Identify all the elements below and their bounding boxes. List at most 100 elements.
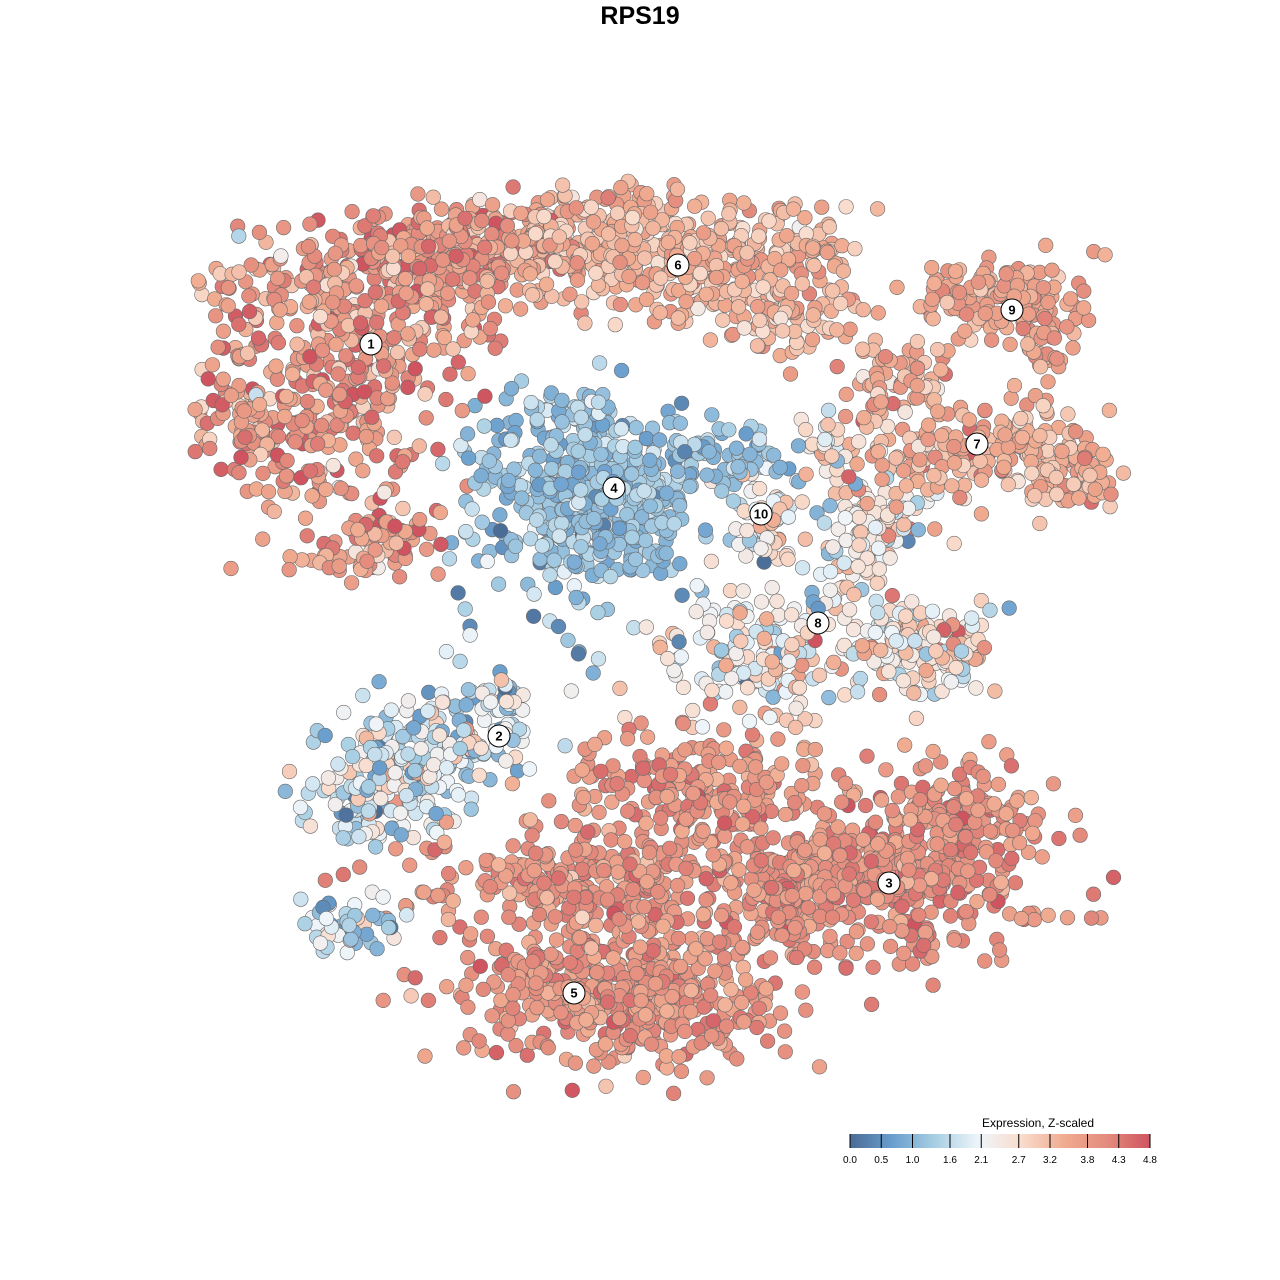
data-point [865, 959, 881, 975]
data-point [1004, 850, 1020, 867]
data-point [948, 660, 964, 676]
data-point [673, 1063, 690, 1079]
data-point [870, 305, 886, 321]
data-point [371, 674, 387, 690]
data-point [833, 794, 850, 810]
data-point [392, 569, 408, 585]
data-point [671, 1049, 687, 1065]
data-point [400, 248, 417, 264]
data-point [911, 877, 928, 893]
data-point [536, 209, 552, 225]
data-point [503, 432, 519, 448]
data-point [572, 929, 588, 946]
data-point [492, 507, 508, 523]
data-point [357, 293, 373, 309]
data-point [738, 426, 754, 442]
data-point [406, 720, 422, 736]
data-point [1003, 758, 1020, 774]
data-point [442, 366, 458, 382]
data-point [578, 1012, 594, 1028]
data-point [548, 932, 565, 948]
data-point [925, 311, 941, 327]
data-point [694, 719, 711, 735]
data-point [647, 906, 663, 923]
data-point [620, 803, 636, 819]
data-point [332, 386, 348, 403]
data-point [310, 436, 326, 452]
data-point [699, 1070, 715, 1086]
data-point [460, 999, 476, 1015]
data-point [328, 336, 344, 353]
data-point [554, 515, 570, 531]
data-point [482, 879, 498, 895]
data-point [714, 483, 730, 499]
data-point [908, 710, 925, 727]
data-point [383, 702, 399, 718]
data-point [617, 833, 633, 850]
data-point [393, 827, 409, 843]
data-point [816, 515, 833, 531]
data-point [505, 179, 521, 195]
data-point [1103, 486, 1119, 502]
data-point [231, 264, 247, 280]
data-point [589, 964, 605, 981]
data-point [804, 331, 821, 348]
data-point [859, 748, 875, 764]
data-point [665, 1085, 682, 1101]
data-point [400, 693, 417, 709]
data-point [343, 931, 359, 947]
data-point [237, 429, 253, 445]
data-point [435, 252, 451, 268]
data-point [898, 608, 914, 624]
data-point [269, 315, 285, 331]
data-point [1046, 330, 1062, 346]
data-point [297, 510, 314, 526]
data-point [356, 384, 373, 400]
data-point [463, 801, 479, 817]
data-point [977, 402, 993, 418]
data-point [653, 270, 669, 286]
data-point [381, 919, 397, 936]
data-point [500, 1026, 516, 1042]
data-point [305, 776, 321, 792]
data-point [695, 906, 711, 923]
data-point [806, 959, 823, 975]
data-point [639, 729, 656, 745]
data-point [704, 682, 720, 699]
data-point [281, 763, 298, 780]
data-point [869, 201, 886, 217]
data-point [798, 466, 814, 482]
data-point [1076, 300, 1092, 316]
data-point [529, 512, 545, 528]
data-point [998, 806, 1014, 822]
data-point [761, 213, 777, 229]
data-point [993, 874, 1009, 891]
data-point [430, 887, 446, 904]
data-point [848, 945, 864, 962]
data-point [1034, 849, 1050, 865]
data-point [376, 358, 392, 374]
data-point [569, 272, 586, 288]
data-point [1115, 465, 1131, 481]
data-point [671, 634, 687, 650]
data-point [773, 262, 789, 278]
data-point [662, 766, 679, 783]
data-point [723, 981, 739, 998]
data-point [700, 210, 716, 226]
data-point [261, 484, 277, 500]
data-point [882, 550, 898, 566]
data-point [543, 437, 559, 453]
data-point [784, 636, 800, 653]
data-point [372, 760, 388, 776]
data-point [832, 945, 848, 961]
data-point [514, 490, 530, 506]
data-point [920, 431, 936, 448]
data-point [637, 250, 653, 266]
data-point [820, 402, 837, 419]
data-point [734, 994, 750, 1011]
data-point [973, 592, 989, 609]
data-point [798, 885, 814, 902]
data-point [320, 770, 337, 786]
data-point [842, 321, 858, 337]
data-point [976, 640, 993, 656]
